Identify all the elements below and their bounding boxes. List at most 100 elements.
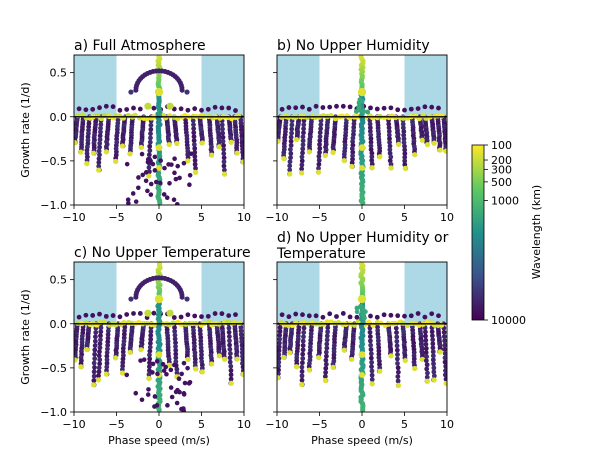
data-point — [192, 150, 198, 155]
panel-d: d) No Upper Humidity or Temperature −10−… — [265, 230, 454, 447]
data-point — [137, 311, 143, 316]
data-point — [279, 106, 285, 112]
data-point — [277, 348, 282, 354]
y-tick-label: 0.0 — [50, 111, 68, 124]
data-point — [105, 342, 111, 348]
data-point — [395, 365, 401, 371]
data-point — [172, 332, 178, 338]
x-tick-label: −5 — [108, 211, 124, 224]
colorbar-tick-label: 500 — [491, 176, 512, 189]
data-point — [161, 192, 167, 197]
data-point — [98, 333, 103, 339]
data-point — [367, 334, 373, 340]
data-point — [301, 325, 307, 331]
data-point — [155, 351, 163, 359]
data-point — [205, 313, 211, 319]
data-point — [287, 171, 293, 177]
data-point — [323, 365, 329, 371]
data-point — [105, 328, 111, 334]
colorbar-gradient — [471, 144, 485, 321]
data-point — [199, 314, 204, 320]
data-point — [400, 121, 406, 127]
data-point — [430, 341, 436, 347]
data-point — [221, 159, 227, 165]
data-point — [113, 355, 119, 361]
data-point — [228, 363, 234, 369]
data-point — [238, 332, 244, 337]
data-point — [324, 341, 330, 347]
data-point — [121, 331, 127, 337]
panel-a: a) Full Atmosphere −10 −5 0 5 10 −1.0 −0.5 0.0 0… — [19, 38, 251, 224]
data-point — [301, 118, 307, 124]
data-point — [376, 345, 382, 350]
data-point — [172, 156, 177, 162]
data-point — [287, 350, 293, 356]
data-point — [340, 103, 346, 109]
data-point — [300, 138, 306, 144]
data-point — [369, 377, 375, 382]
data-point — [350, 139, 356, 144]
data-point — [424, 374, 430, 380]
data-point — [105, 332, 111, 337]
data-point — [167, 180, 172, 186]
panel-a-title: a) Full Atmosphere — [74, 38, 206, 54]
data-point — [365, 109, 371, 115]
data-point — [322, 152, 329, 158]
data-point — [133, 390, 139, 396]
data-point — [198, 348, 204, 354]
data-point — [376, 351, 382, 357]
data-point — [172, 170, 177, 176]
data-point — [301, 126, 306, 132]
data-point — [90, 106, 96, 112]
data-point — [219, 311, 225, 317]
data-point — [96, 377, 102, 383]
data-point — [212, 104, 218, 110]
data-point — [198, 338, 204, 344]
data-point — [146, 387, 151, 392]
data-point — [402, 313, 407, 319]
data-point — [127, 349, 133, 355]
data-point — [173, 351, 179, 357]
data-point — [299, 364, 305, 370]
data-point — [174, 366, 180, 372]
data-point — [277, 138, 281, 144]
data-point — [442, 351, 447, 356]
data-point — [140, 172, 146, 178]
data-point — [185, 107, 191, 113]
y-tick-label: −0.5 — [40, 362, 67, 375]
panel-d-plot: −10 −5 0 5 10 — [265, 261, 454, 431]
data-point — [369, 359, 375, 365]
data-point — [179, 294, 185, 300]
data-point — [152, 168, 158, 173]
data-point — [360, 200, 366, 205]
data-point — [226, 313, 232, 319]
data-point — [113, 158, 119, 164]
data-point — [299, 158, 305, 164]
data-point — [376, 358, 382, 364]
x-tick-label: 0 — [156, 211, 163, 224]
data-point — [84, 161, 90, 167]
data-point — [424, 362, 430, 368]
data-point — [318, 126, 324, 132]
data-point — [184, 89, 190, 95]
data-point — [436, 313, 441, 319]
data-point — [431, 373, 437, 379]
data-point — [415, 311, 421, 316]
data-point — [430, 345, 436, 351]
data-point — [240, 357, 244, 363]
data-point — [121, 335, 127, 341]
data-point — [392, 114, 399, 121]
x-tick-label: 10 — [237, 418, 251, 431]
data-point — [96, 373, 101, 379]
data-point — [401, 136, 407, 142]
data-point — [288, 155, 293, 161]
data-point — [144, 102, 152, 110]
data-point — [277, 340, 282, 346]
data-point — [351, 128, 356, 134]
data-point — [301, 130, 306, 136]
data-point — [179, 406, 184, 412]
data-point — [92, 365, 97, 370]
data-point — [179, 371, 184, 377]
data-point — [131, 105, 136, 111]
data-point — [277, 371, 281, 377]
